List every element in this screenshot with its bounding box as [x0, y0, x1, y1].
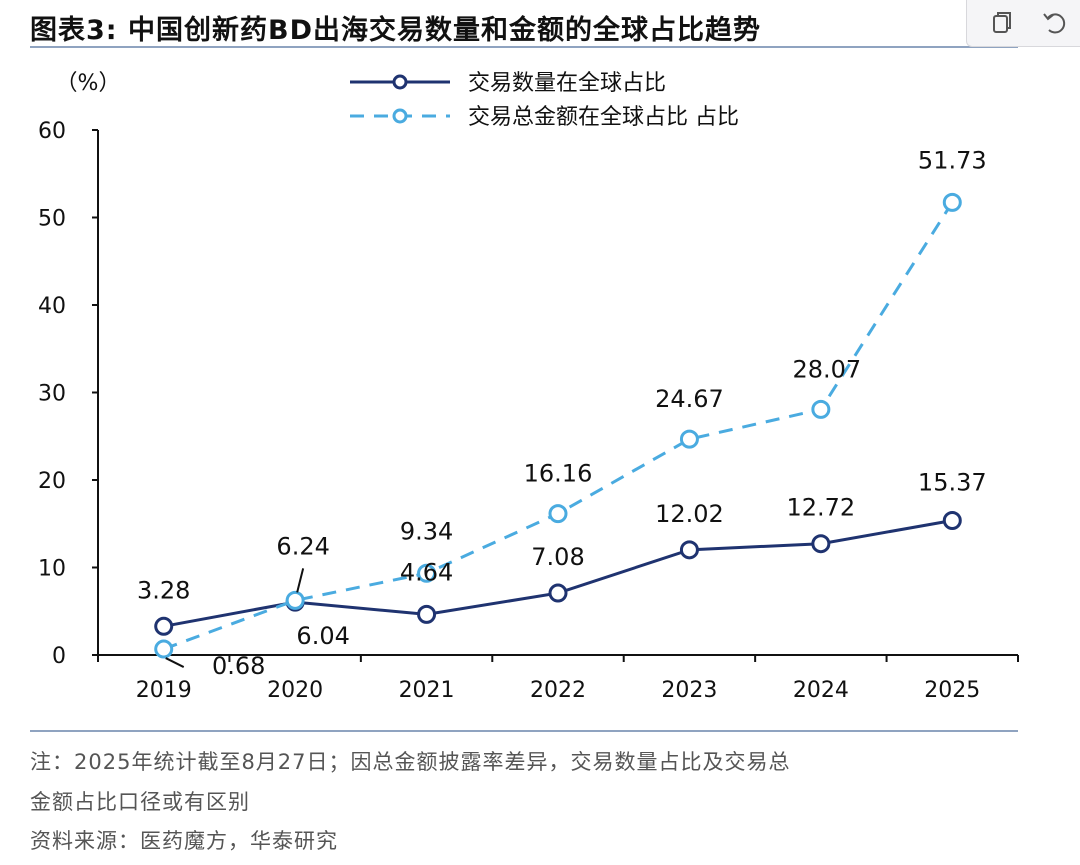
series-2-point-2019 [154, 639, 174, 659]
data-label-s2-2020: 6.24 [276, 532, 329, 560]
data-label-s1-2023: 12.02 [655, 500, 724, 528]
series-line-2 [163, 201, 954, 651]
series-1-point-2025 [942, 511, 962, 531]
source-note: 资料来源：医药魔方，华泰研究 [30, 829, 338, 853]
data-label-s1-2019: 3.28 [137, 576, 190, 604]
undo-icon[interactable] [1037, 6, 1071, 40]
series-2-point-2023 [679, 429, 699, 449]
x-tick-label-2019: 2019 [136, 678, 192, 703]
x-tick-label-2025: 2025 [924, 678, 980, 703]
legend-label-1: 交易数量在全球占比 [468, 71, 666, 96]
series-1-point-2024 [811, 534, 831, 554]
x-tick-label-2021: 2021 [399, 678, 455, 703]
legend-marker-2 [392, 108, 408, 124]
series-2-point-2022 [548, 504, 568, 524]
data-label-s2-2023: 24.67 [655, 385, 724, 413]
title-divider [30, 46, 1018, 48]
y-tick-label: 50 [38, 207, 66, 232]
data-label-s2-2019: 0.68 [212, 652, 265, 680]
series-1-point-2019 [154, 616, 174, 636]
series-2-point-2021 [417, 563, 437, 583]
x-tick-label-2023: 2023 [661, 678, 717, 703]
line-chart: （%） 0 10 20 30 40 50 60 2019 2020 2021 2022 2023 2024… [38, 71, 1019, 703]
toolbar [966, 0, 1080, 47]
data-label-s1-2024: 12.72 [786, 494, 855, 522]
x-tick-label-2022: 2022 [530, 678, 586, 703]
data-label-s2-2024: 28.07 [792, 355, 861, 383]
data-label-s1-2021: 4.64 [400, 558, 453, 586]
legend-label-2: 交易总金额在全球占比 占比 [468, 105, 739, 130]
x-tick-label-2024: 2024 [793, 678, 849, 703]
y-tick-label: 40 [38, 294, 66, 319]
y-tick-label: 0 [52, 644, 66, 669]
series-2-point-2024 [811, 399, 831, 419]
series-1-point-2022 [548, 583, 568, 603]
y-tick-label: 60 [38, 119, 66, 144]
series-2-point-2020 [285, 590, 305, 610]
data-label-s1-2022: 7.08 [531, 543, 584, 571]
x-tick-label-2020: 2020 [267, 678, 323, 703]
y-tick-label: 30 [38, 382, 66, 407]
footer-divider [30, 730, 1018, 732]
data-label-s2-2022: 16.16 [524, 460, 593, 488]
leader-line-2020 [296, 568, 305, 593]
y-tick-label: 10 [38, 557, 66, 582]
series-2-point-2025 [942, 192, 962, 212]
legend-marker-1 [392, 74, 408, 90]
figure-title: 图表3: 中国创新药BD出海交易数量和金额的全球占比趋势 [30, 15, 761, 46]
data-label-s1-2020: 6.04 [296, 622, 349, 650]
data-label-s2-2025: 51.73 [918, 146, 987, 174]
series-1-point-2023 [679, 540, 699, 560]
y-tick-label: 20 [38, 469, 66, 494]
y-axis-unit-label: （%） [56, 71, 121, 96]
leader-line-2019 [165, 657, 185, 668]
data-label-s1-2025: 15.37 [918, 469, 987, 497]
copy-icon[interactable] [985, 6, 1019, 40]
series-1-point-2021 [417, 604, 437, 624]
data-label-s2-2021: 9.34 [400, 517, 453, 545]
footnote-line-1: 注：2025年统计截至8月27日；因总金额披露率差异，交易数量占比及交易总 [30, 750, 791, 774]
footnote-line-2: 金额占比口径或有区别 [30, 790, 250, 814]
